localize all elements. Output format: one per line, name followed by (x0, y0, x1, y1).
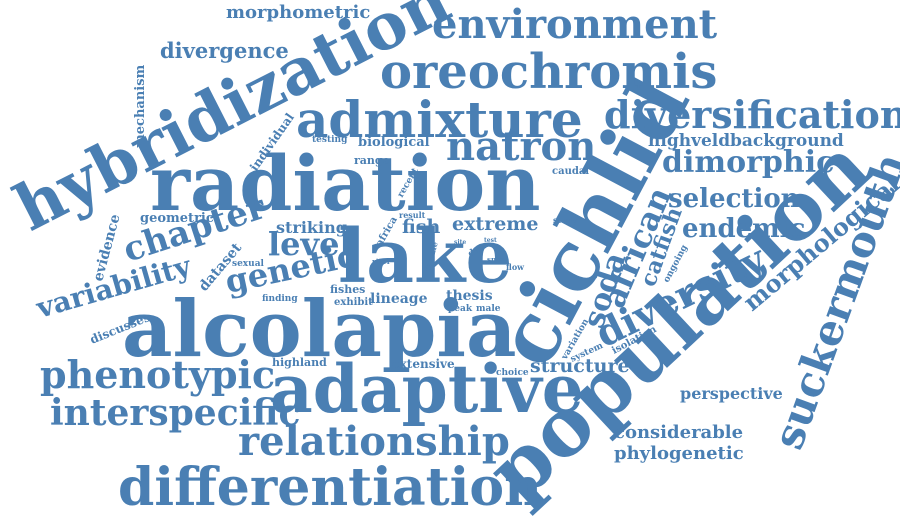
word-relationship: relationship (238, 418, 510, 465)
word-range: range (354, 154, 390, 167)
word-phylogenetic: phylogenetic (614, 443, 744, 464)
word-differentiation: differentiation (118, 457, 542, 518)
word-choice: choice (496, 368, 529, 378)
word-perspective: perspective (680, 384, 783, 403)
word-alcolapia: alcolapia (122, 284, 517, 375)
word-background: background (730, 131, 844, 151)
word-dimorphic: dimorphic (662, 145, 834, 180)
word-divergence: divergence (160, 38, 289, 63)
word-extensive: extensive (392, 357, 455, 371)
word-male: male (476, 304, 501, 314)
word-extreme: extreme (452, 213, 538, 235)
word-diversification: diversification (604, 92, 900, 137)
word-result: result (399, 210, 426, 220)
word-phenotypic: phenotypic (40, 352, 275, 397)
word-interspecific: interspecific (50, 392, 300, 434)
word-selection: selection (668, 184, 800, 214)
word-thesis: thesis (446, 288, 493, 304)
word-admixture: admixture (296, 90, 583, 149)
word-fishes: fishes (330, 283, 365, 296)
word-mechanism: mechanism (133, 64, 148, 148)
word-finding: finding (262, 294, 298, 304)
word-site: site (454, 239, 466, 246)
word-flow: flow (506, 262, 525, 272)
word-striking: striking (276, 218, 347, 237)
word-highland: highland (272, 356, 327, 369)
word-peak: peak (448, 304, 473, 314)
word-study: study (553, 215, 578, 225)
word-river: river (372, 257, 391, 266)
word-caudal: caudal (552, 166, 589, 177)
word-environment: environment (432, 1, 718, 48)
word-endemic: endemic (682, 214, 805, 244)
word-natron: natron (446, 123, 596, 170)
word-level: level (268, 225, 352, 263)
word-adaptive: adaptive (270, 350, 584, 428)
word-test: test (484, 237, 497, 244)
word-lineage: lineage (370, 291, 428, 307)
word-structure: structure (530, 355, 630, 377)
word-morphometric: morphometric (226, 2, 370, 23)
word-radiation: radiation (150, 139, 540, 228)
word-biological: biological (358, 135, 430, 150)
word-considerable: considerable (614, 422, 743, 443)
word-snps: snps (487, 255, 505, 264)
word-highveld: highveld (648, 131, 730, 151)
word-oreochromis: oreochromis (380, 44, 717, 100)
word-sexual: sexual (232, 259, 265, 269)
word-testing: testing (312, 135, 348, 145)
word-fish: fish (402, 216, 441, 238)
word-lake: lake (338, 214, 512, 300)
word-exhibit: exhibit (334, 297, 373, 308)
word-geometric: geometric (140, 211, 214, 226)
